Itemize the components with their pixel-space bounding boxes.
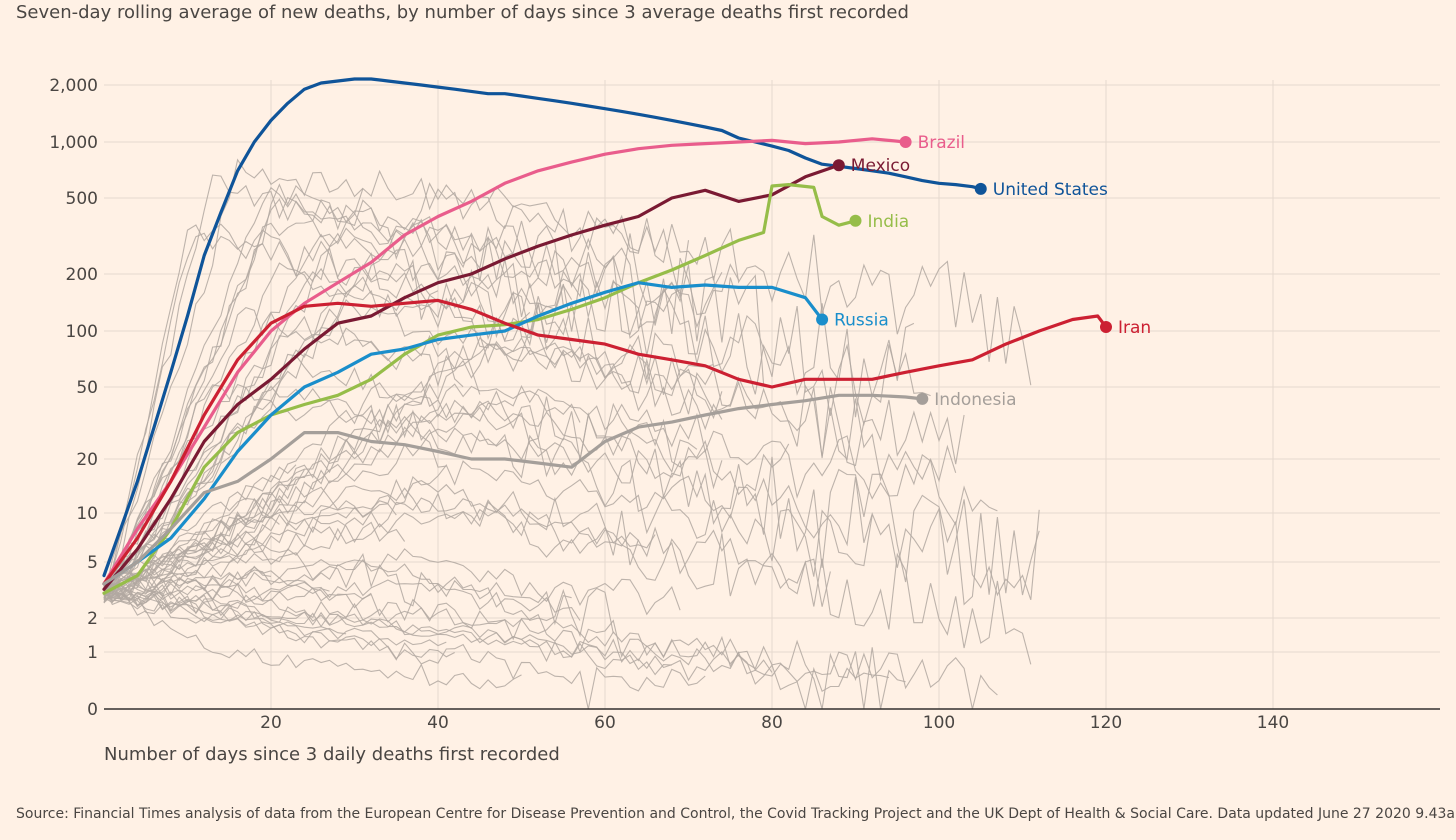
- series-label-india: India: [868, 212, 910, 232]
- axes: 0 1 2 5 10 20 50 100 200 500 1,000 2,000 20 40 60 80 100…: [49, 76, 1440, 765]
- series-line-russia: [102, 281, 824, 586]
- other-country-line: [103, 537, 614, 638]
- grid-lines: [104, 80, 1440, 709]
- y-tick-label: 50: [76, 378, 98, 398]
- other-country-line: [103, 464, 297, 595]
- other-country-line: [103, 585, 522, 690]
- other-country-line: [103, 589, 773, 675]
- other-country-line: [103, 223, 581, 599]
- y-tick-label: 5: [87, 553, 98, 573]
- series-endpoint-brazil: [899, 136, 912, 148]
- other-country-line: [103, 497, 406, 597]
- y-tick-label: 2: [87, 609, 98, 629]
- chart-canvas: 0 1 2 5 10 20 50 100 200 500 1,000 2,000 20 40 60 80 100…: [49, 76, 1440, 765]
- other-country-line: [103, 174, 564, 588]
- other-country-line: [103, 592, 890, 710]
- series-endpoint-mexico: [832, 159, 845, 172]
- other-country-line: [103, 385, 1040, 606]
- other-country-line: [103, 419, 1040, 600]
- y-tick-label: 20: [76, 450, 98, 470]
- series-line-iran: [102, 298, 1108, 586]
- x-tick-label: 100: [923, 713, 955, 733]
- other-country-line: [103, 315, 481, 597]
- other-country-line: [103, 565, 272, 601]
- y-tick-label: 1,000: [49, 133, 98, 153]
- series-label-brazil: Brazil: [918, 133, 965, 153]
- source-note: Source: Financial Times analysis of data…: [16, 806, 1456, 822]
- x-tick-label: 40: [427, 713, 449, 733]
- x-tick-label: 60: [594, 713, 616, 733]
- series-endpoint-iran: [1100, 320, 1112, 333]
- series-endpoint-russia: [816, 313, 829, 326]
- y-tick-label: 10: [76, 504, 98, 524]
- other-country-line: [103, 198, 765, 589]
- y-tick-label: 2,000: [49, 76, 98, 96]
- y-tick-label: 0: [87, 700, 98, 720]
- series-line-india: [102, 183, 858, 595]
- x-tick-label: 80: [761, 713, 783, 733]
- series-endpoint-indonesia: [916, 392, 929, 405]
- other-country-line: [103, 169, 690, 587]
- other-country-line: [103, 497, 831, 607]
- other-country-line: [103, 385, 998, 599]
- other-country-line: [103, 336, 965, 596]
- other-country-line: [103, 382, 723, 594]
- series-label-indonesia: Indonesia: [934, 390, 1016, 410]
- other-country-line: [103, 400, 698, 599]
- y-tick-label: 200: [66, 265, 98, 285]
- y-tick-label: 500: [66, 189, 98, 209]
- series-line-brazil: [102, 137, 908, 586]
- series-line-indonesia: [102, 393, 924, 586]
- other-country-line: [103, 267, 714, 589]
- other-country-line: [103, 485, 397, 593]
- other-country-line: [103, 508, 656, 594]
- x-axis-label: Number of days since 3 daily deaths firs…: [104, 744, 560, 765]
- x-tick-label: 20: [260, 713, 282, 733]
- other-country-line: [103, 588, 706, 710]
- chart-subtitle: Seven-day rolling average of new deaths,…: [16, 2, 909, 23]
- series-endpoint-india: [849, 214, 862, 227]
- other-country-line: [103, 264, 439, 595]
- series-label-russia: Russia: [834, 311, 889, 331]
- series-label-united-states: United States: [993, 180, 1108, 200]
- series-endpoint-united-states: [974, 182, 987, 195]
- series-label-iran: Iran: [1118, 318, 1151, 338]
- highlighted-series: [102, 77, 1112, 595]
- x-tick-label: 140: [1257, 713, 1289, 733]
- other-countries-lines: [103, 158, 1040, 710]
- series-label-mexico: Mexico: [851, 156, 910, 176]
- other-country-line: [103, 478, 639, 591]
- other-country-line: [103, 232, 573, 587]
- y-tick-label: 1: [87, 643, 98, 663]
- other-country-line: [103, 220, 915, 588]
- other-country-line: [103, 336, 723, 598]
- other-country-line: [103, 460, 873, 591]
- other-country-line: [103, 592, 347, 637]
- other-country-line: [103, 586, 998, 710]
- x-tick-label: 120: [1090, 713, 1122, 733]
- series-labels: United States Brazil Mexico India Russia Iran…: [834, 133, 1151, 410]
- series-line-mexico: [102, 163, 841, 591]
- other-country-line: [103, 383, 447, 599]
- other-country-line: [103, 232, 931, 603]
- y-tick-label: 100: [66, 322, 98, 342]
